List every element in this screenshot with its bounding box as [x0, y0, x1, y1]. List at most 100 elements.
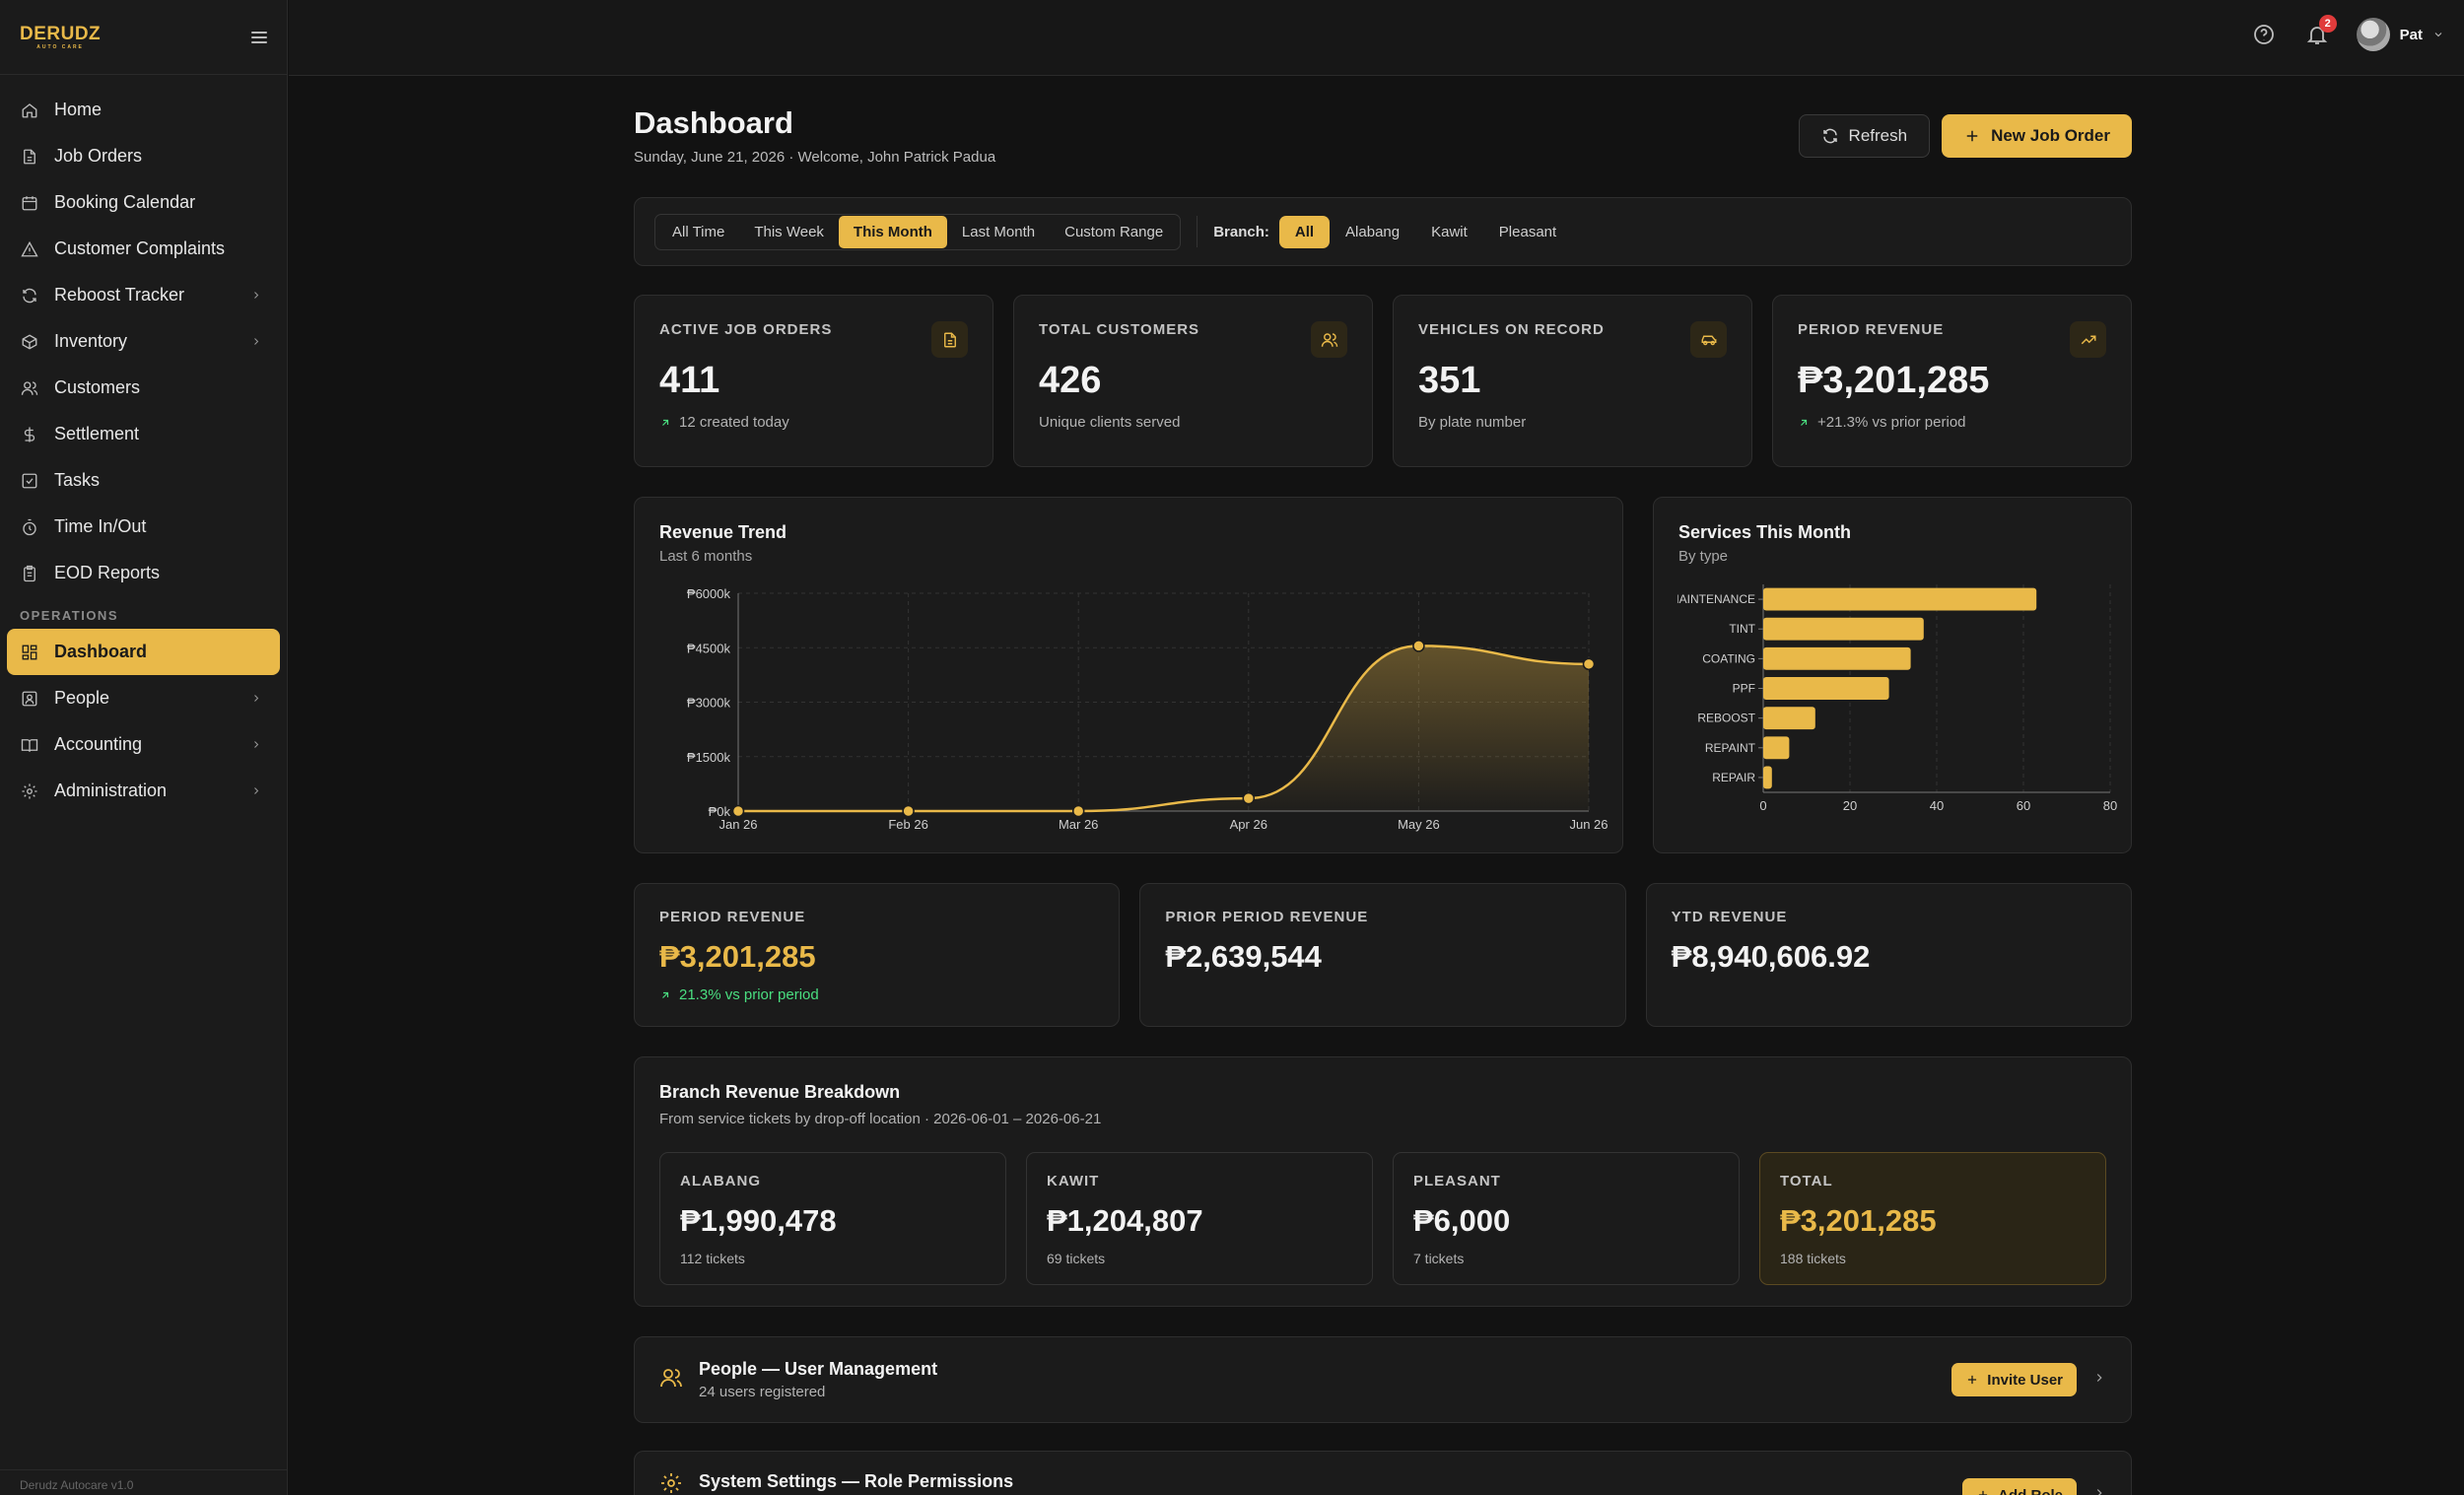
plus-icon — [1966, 130, 1978, 142]
card-subtitle: 24 users registered — [699, 1384, 826, 1400]
stat-sub-text: +21.3% vs prior period — [1817, 414, 1966, 431]
user-name: Pat — [2399, 26, 2423, 43]
x-tick-label: Jan 26 — [719, 817, 757, 832]
people-user-management-card[interactable]: People — User Management 24 users regist… — [634, 1336, 2132, 1423]
version-label: Derudz Autocare v1.0 — [0, 1469, 287, 1495]
help-icon[interactable] — [2250, 21, 2278, 48]
users-icon — [1311, 321, 1347, 358]
user-menu[interactable]: Pat — [2356, 18, 2444, 51]
arrow-up-right-icon — [662, 991, 669, 998]
y-tick-label: ₱0k — [709, 804, 731, 819]
charts-row: Revenue Trend Last 6 months ₱0k ₱1500k ₱30… — [634, 497, 2132, 853]
sidebar-item-job-orders[interactable]: Job Orders — [7, 133, 280, 179]
sidebar-item-customer-complaints[interactable]: Customer Complaints — [7, 226, 280, 272]
sidebar-item-home[interactable]: Home — [7, 87, 280, 133]
data-point — [1582, 657, 1596, 671]
branch-alabang[interactable]: Alabang — [1345, 223, 1401, 240]
stat-label: YTD REVENUE — [1671, 909, 1788, 925]
sidebar-item-accounting[interactable]: Accounting — [7, 721, 280, 768]
file-icon — [20, 147, 39, 167]
stat-value: 426 — [1039, 360, 1102, 401]
sidebar-item-label: Home — [54, 100, 103, 119]
sidebar-item-settlement[interactable]: Settlement — [7, 411, 280, 457]
invite-user-label: Invite User — [1987, 1371, 2063, 1389]
bar — [1763, 677, 1889, 700]
stat-sub-text: By plate number — [1418, 414, 1527, 431]
logo[interactable]: DERUDZ AUTO CARE — [20, 25, 101, 50]
system-settings-card[interactable]: System Settings — Role Permissions Add R… — [634, 1451, 2132, 1495]
arrow-up-right-icon — [662, 419, 669, 426]
period-all-time[interactable]: All Time — [672, 223, 725, 240]
invite-user-button[interactable]: Invite User — [1951, 1363, 2077, 1396]
branch-value: ₱3,201,285 — [1780, 1203, 1937, 1238]
bar — [1763, 707, 1815, 730]
sidebar-item-label: Job Orders — [54, 146, 143, 166]
period-this-week[interactable]: This Week — [754, 223, 824, 240]
sidebar-item-reboost-tracker[interactable]: Reboost Tracker — [7, 272, 280, 318]
category-label: MAINTENANCE — [1670, 592, 1755, 606]
menu-toggle-icon[interactable] — [251, 31, 267, 43]
gear-icon — [659, 1471, 683, 1495]
chevron-right-icon — [250, 781, 262, 801]
stat-value: ₱2,639,544 — [1165, 939, 1322, 974]
period-this-month[interactable]: This Month — [838, 215, 947, 248]
filter-bar: All Time This Week This Month Last Month… — [634, 197, 2132, 266]
users-icon — [659, 1366, 683, 1394]
branch-kawit[interactable]: Kawit — [1431, 223, 1468, 240]
y-tick-label: ₱3000k — [687, 696, 731, 711]
x-tick-label: 40 — [1930, 798, 1944, 813]
stat-value: 351 — [1418, 360, 1481, 401]
branch-cell-alabang: ALABANG ₱1,990,478 112 tickets — [659, 1152, 1006, 1285]
services-plot: 0 20 40 60 80 MAINTENANCE TINT COATING PPF REBOOS… — [1670, 584, 2117, 813]
sidebar-item-dashboard[interactable]: Dashboard — [7, 629, 280, 675]
notification-bell-icon[interactable]: 2 — [2303, 15, 2337, 48]
sidebar-item-people[interactable]: People — [7, 675, 280, 721]
brand-bar: DERUDZ AUTO CARE — [0, 0, 287, 75]
sidebar-item-eod-reports[interactable]: EOD Reports — [7, 550, 280, 596]
sidebar-item-time-in-out[interactable]: Time In/Out — [7, 504, 280, 550]
avatar — [2356, 18, 2390, 51]
bar — [1763, 617, 1924, 641]
calendar-icon — [20, 193, 39, 213]
branch-cell-pleasant: PLEASANT ₱6,000 7 tickets — [1393, 1152, 1740, 1285]
category-label: PPF — [1733, 682, 1755, 696]
branch-all[interactable]: All — [1278, 215, 1331, 248]
revenue-area — [738, 646, 1589, 811]
branch-pleasant[interactable]: Pleasant — [1498, 223, 1557, 240]
chevron-right-icon[interactable] — [2092, 1486, 2106, 1495]
chevron-right-icon[interactable] — [2092, 1371, 2106, 1390]
stat-sub: By plate number — [1418, 414, 1727, 431]
x-tick-label: 60 — [2017, 798, 2030, 813]
stat-sub-text: Unique clients served — [1039, 414, 1181, 431]
logo-text: DERUDZ — [20, 23, 102, 44]
new-job-order-button[interactable]: New Job Order — [1942, 114, 2132, 158]
branch-cell-kawit: KAWIT ₱1,204,807 69 tickets — [1026, 1152, 1373, 1285]
nav-section-operations: OPERATIONS — [20, 608, 118, 623]
sidebar-item-inventory[interactable]: Inventory — [7, 318, 280, 365]
stat-sub: +21.3% vs prior period — [1798, 414, 2106, 431]
chart-subtitle: By type — [1678, 548, 1729, 565]
sidebar-item-tasks[interactable]: Tasks — [7, 457, 280, 504]
page-subtitle: Sunday, June 21, 2026 · Welcome, John Pa… — [634, 149, 996, 166]
period-custom-range[interactable]: Custom Range — [1064, 223, 1164, 240]
sidebar-item-administration[interactable]: Administration — [7, 768, 280, 814]
trending-up-icon — [2070, 321, 2106, 358]
revenue-trend-chart: Revenue Trend Last 6 months ₱0k ₱1500k ₱30… — [634, 497, 1623, 853]
branch-label: PLEASANT — [1413, 1173, 1501, 1189]
refresh-button[interactable]: Refresh — [1798, 114, 1931, 158]
bar — [1763, 587, 2037, 611]
data-point — [1071, 804, 1085, 818]
stat-label: PRIOR PERIOD REVENUE — [1165, 909, 1369, 925]
period-last-month[interactable]: Last Month — [961, 223, 1036, 240]
grid-icon — [20, 643, 39, 662]
stat-label: PERIOD REVENUE — [1798, 321, 1945, 338]
y-tick-label: ₱1500k — [687, 750, 731, 765]
sidebar-item-customers[interactable]: Customers — [7, 365, 280, 411]
add-role-button[interactable]: Add Role — [1962, 1478, 2077, 1495]
branch-value: ₱1,990,478 — [680, 1203, 837, 1238]
sidebar-item-booking-calendar[interactable]: Booking Calendar — [7, 179, 280, 226]
sidebar-item-label: Dashboard — [54, 642, 148, 661]
dollar-icon — [20, 425, 39, 444]
sidebar-item-label: EOD Reports — [54, 563, 161, 582]
stat-value: ₱3,201,285 — [1798, 360, 1990, 401]
